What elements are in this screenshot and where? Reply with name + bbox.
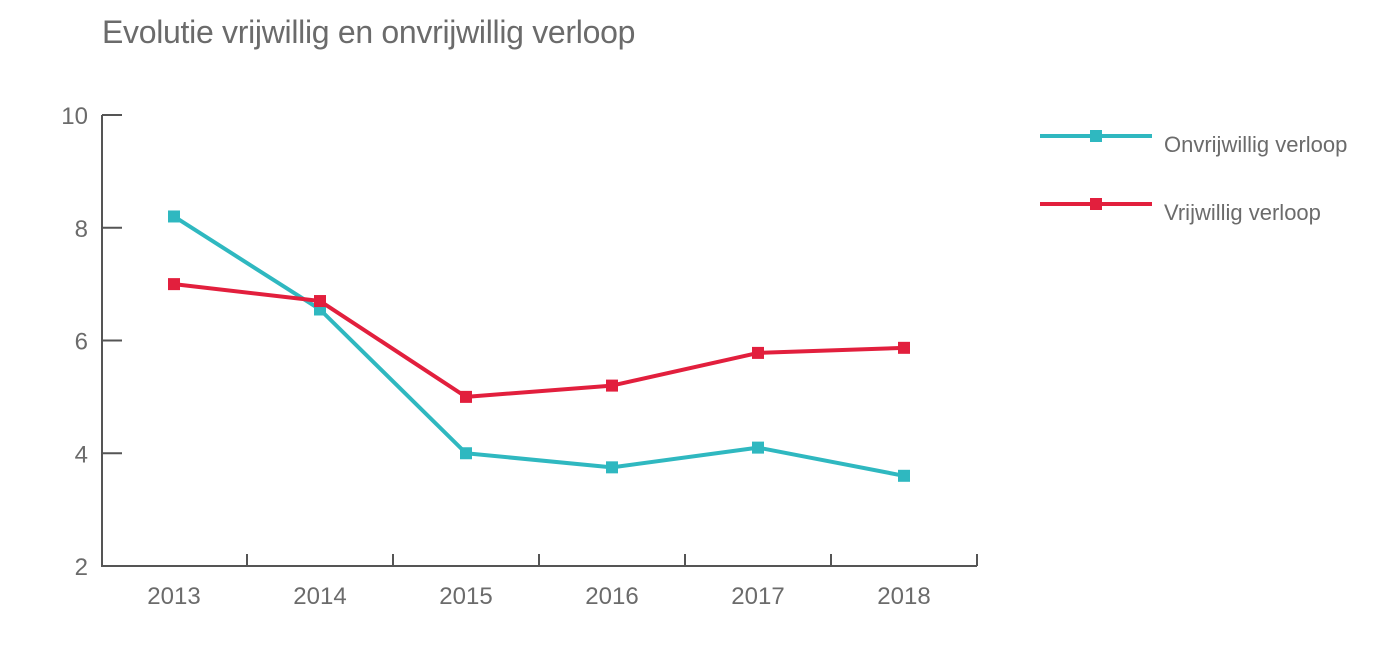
y-tick-label: 6 [75,329,88,356]
x-axis-ticks: 2013 2014 2015 2016 2017 2018 [147,554,978,610]
legend-marker-icon [1090,130,1102,142]
data-point [168,278,180,291]
legend-item: Vrijwillig verloop [1040,198,1321,225]
chart-series [168,210,910,482]
y-tick-label: 2 [75,554,88,581]
y-tick-label: 10 [61,103,88,130]
series-line [173,282,905,399]
data-point [314,295,326,308]
x-tick-label: 2013 [147,583,200,610]
chart-legend: Onvrijwillig verloop Vrijwillig verloop [1040,130,1347,225]
x-tick-label: 2015 [439,583,492,610]
x-tick-label: 2018 [877,583,930,610]
legend-marker-icon [1090,198,1102,210]
series-2 [168,278,910,403]
data-point [460,447,472,460]
data-point [898,469,910,482]
series-1 [168,210,910,482]
chart-axes [101,115,977,567]
y-tick-label: 8 [75,216,88,243]
legend-label: Onvrijwillig verloop [1164,132,1347,157]
y-tick-label: 4 [75,441,88,468]
series-line [172,214,905,478]
x-tick-label: 2016 [585,583,638,610]
legend-item: Onvrijwillig verloop [1040,130,1347,157]
x-tick-label: 2017 [731,583,784,610]
legend-label: Vrijwillig verloop [1164,200,1321,225]
data-point [168,210,180,223]
x-tick-label: 2014 [293,583,346,610]
data-point [606,461,618,474]
chart-title: Evolutie vrijwillig en onvrijwillig verl… [102,14,636,50]
data-point [606,379,618,392]
data-point [898,341,910,354]
data-point [752,346,764,359]
y-axis-ticks: 2 4 6 8 10 [61,103,122,581]
data-point [752,441,764,454]
data-point [460,390,472,403]
